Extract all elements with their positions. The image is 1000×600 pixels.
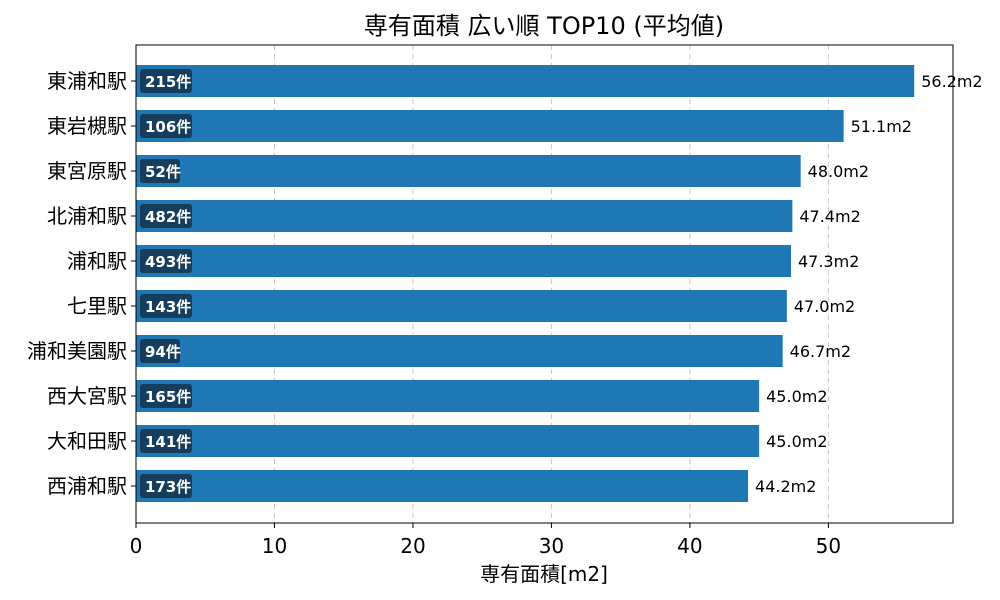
category-label: 東浦和駅 xyxy=(47,69,127,93)
category-label: 浦和駅 xyxy=(67,249,127,273)
value-label: 45.0m2 xyxy=(766,432,827,451)
value-label: 48.0m2 xyxy=(808,162,869,181)
bar xyxy=(136,425,760,457)
value-label: 44.2m2 xyxy=(755,477,816,496)
x-tick-label: 0 xyxy=(130,534,143,558)
count-badge xyxy=(140,114,192,138)
category-label: 西浦和駅 xyxy=(47,474,127,498)
count-badge xyxy=(140,384,192,408)
category-label: 北浦和駅 xyxy=(47,204,127,228)
bar xyxy=(136,245,791,277)
count-badge xyxy=(140,159,180,183)
bar xyxy=(136,290,787,322)
x-tick-label: 40 xyxy=(677,534,702,558)
category-label: 東岩槻駅 xyxy=(47,114,127,138)
count-badge xyxy=(140,474,192,498)
value-label: 47.0m2 xyxy=(794,297,855,316)
bar xyxy=(136,470,749,502)
bar xyxy=(136,200,793,232)
x-axis-ticks: 0 10 20 30 40 50 xyxy=(130,523,841,558)
count-label: 173件 xyxy=(145,478,191,496)
x-tick-label: 30 xyxy=(539,534,564,558)
category-label: 浦和美園駅 xyxy=(27,339,127,363)
value-label: 45.0m2 xyxy=(766,387,827,406)
bar xyxy=(136,335,783,367)
category-label: 東宮原駅 xyxy=(47,159,127,183)
count-label: 215件 xyxy=(145,73,191,91)
count-label: 141件 xyxy=(145,433,191,451)
count-label: 143件 xyxy=(145,298,191,316)
bar xyxy=(136,110,844,142)
value-label: 56.2m2 xyxy=(921,72,982,91)
bar xyxy=(136,65,915,97)
count-label: 493件 xyxy=(145,253,191,271)
category-label: 大和田駅 xyxy=(47,429,127,453)
count-label: 165件 xyxy=(145,388,191,406)
value-label: 46.7m2 xyxy=(790,342,851,361)
chart-title: 専有面積 広い順 TOP10 (平均値) xyxy=(364,12,724,40)
category-label: 西大宮駅 xyxy=(47,384,127,408)
bars: 東浦和駅 215件 56.2m2 東岩槻駅 106件 51.1m2 東宮原駅 52件 48.0m… xyxy=(27,65,983,502)
count-label: 52件 xyxy=(145,163,181,181)
value-label: 47.4m2 xyxy=(799,207,860,226)
value-label: 51.1m2 xyxy=(851,117,912,136)
count-label: 106件 xyxy=(145,118,191,136)
count-badge xyxy=(140,339,180,363)
x-tick-label: 50 xyxy=(816,534,841,558)
count-label: 482件 xyxy=(145,208,191,226)
category-label: 七里駅 xyxy=(67,294,127,318)
count-badge xyxy=(140,429,192,453)
value-label: 47.3m2 xyxy=(798,252,859,271)
count-badge xyxy=(140,249,192,273)
count-badge xyxy=(140,294,192,318)
plot-frame xyxy=(135,44,954,524)
count-badge xyxy=(140,69,192,93)
count-label: 94件 xyxy=(145,343,181,361)
x-axis-label: 専有面積[m2] xyxy=(480,562,608,586)
count-badge xyxy=(140,204,192,228)
x-tick-label: 10 xyxy=(262,534,287,558)
x-tick-label: 20 xyxy=(400,534,425,558)
bar xyxy=(136,380,760,412)
bar xyxy=(136,155,801,187)
